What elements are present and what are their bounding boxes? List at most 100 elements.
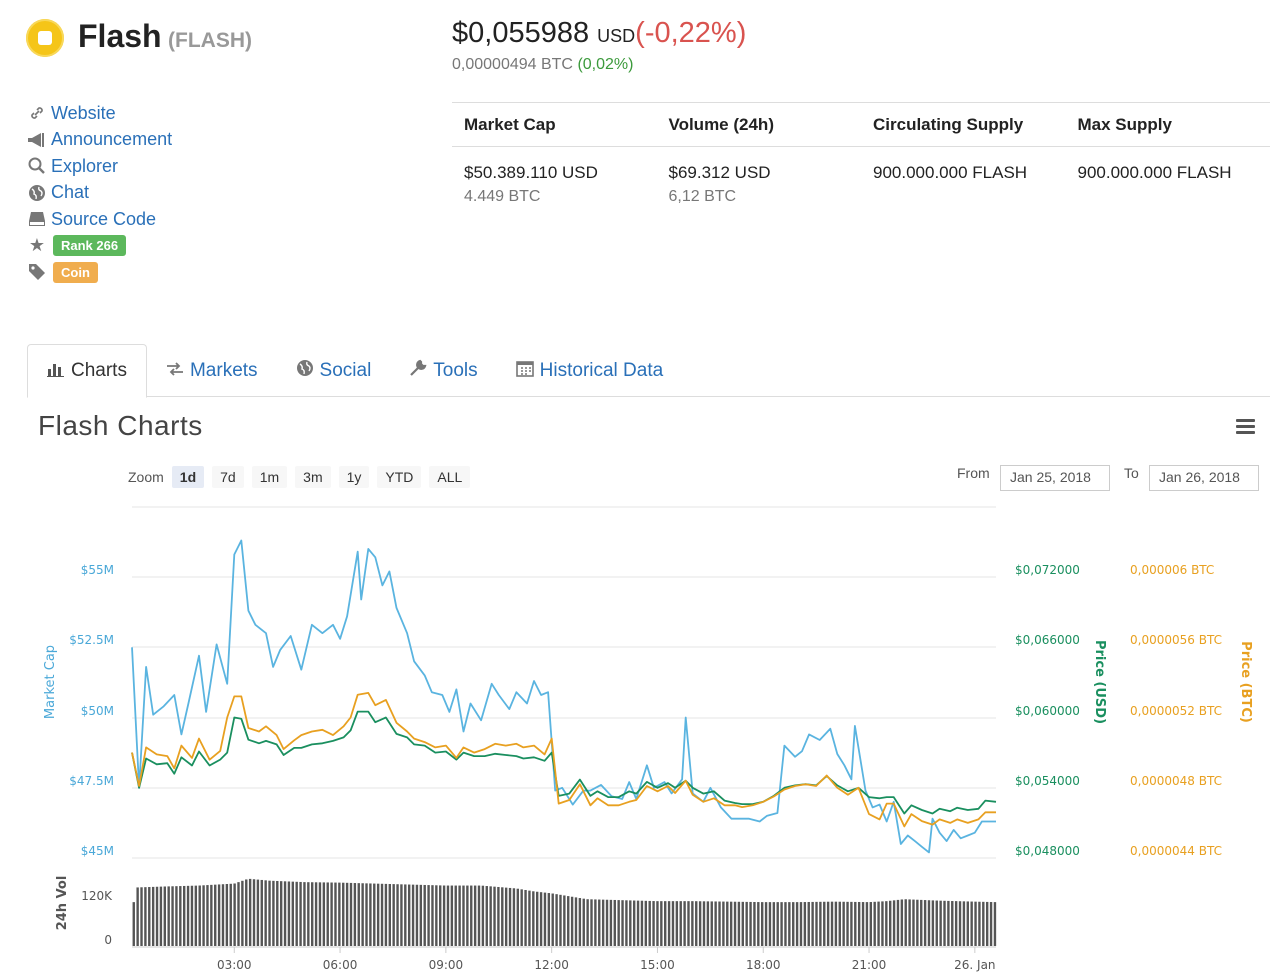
volume-bar <box>815 901 818 946</box>
market-cap-tick-label: $55M <box>81 563 114 577</box>
volume-bar <box>912 899 915 946</box>
volume-bar <box>683 901 686 946</box>
price-usd-tick-label: $0,060000 <box>1015 704 1080 718</box>
volume-bar <box>190 885 194 946</box>
volume-bar <box>322 882 326 946</box>
volume-bar <box>629 900 632 946</box>
volume-bar <box>877 901 880 946</box>
volume-bar <box>198 885 201 946</box>
explorer-label: Explorer <box>51 155 119 176</box>
volume-bar <box>299 881 302 946</box>
from-date-input[interactable]: Jan 25, 2018 <box>1000 465 1110 491</box>
website-link[interactable]: Website <box>26 100 172 127</box>
price-usd-unit: USD <box>597 26 636 46</box>
volume-bar <box>132 902 135 946</box>
volume-bar <box>559 894 562 946</box>
volume-bar <box>384 883 388 946</box>
volume-bar <box>714 901 717 946</box>
announcement-link[interactable]: Announcement <box>26 127 172 154</box>
stats-volume: $69.312 USD 6,12 BTC <box>657 161 862 209</box>
volume-bar <box>450 885 454 946</box>
volume-bar <box>617 900 620 946</box>
zoom-1m-button[interactable]: 1m <box>251 466 288 488</box>
zoom-1d-button[interactable]: 1d <box>171 466 205 488</box>
volume-bar <box>985 901 989 946</box>
price-btc-axis-label: Price (BTC) <box>1238 641 1253 723</box>
volume-bar <box>345 882 349 946</box>
explorer-link[interactable]: Explorer <box>26 153 172 180</box>
volume-bar <box>555 894 558 946</box>
volume-axis-ticks: 120K 0 <box>81 889 113 947</box>
volume-bar <box>943 900 946 946</box>
charts-title: Flash Charts <box>38 410 203 441</box>
market-cap-tick-label: $50M <box>81 704 114 718</box>
time-tick-label: 26. Jan <box>954 958 995 972</box>
volume-bar <box>136 887 139 946</box>
tab-historical-data[interactable]: Historical Data <box>497 344 683 397</box>
volume-bar <box>159 886 163 946</box>
chart-menu-icon[interactable] <box>1236 419 1255 437</box>
volume-bar <box>636 900 640 946</box>
volume-bar <box>768 902 772 946</box>
volume-bar <box>462 885 465 946</box>
price-usd-change: (-0,22%) <box>635 17 747 49</box>
volume-bar <box>920 899 923 946</box>
volume-bar <box>167 886 170 946</box>
tab-tools[interactable]: Tools <box>390 344 496 397</box>
volume-bar <box>407 884 411 946</box>
zoom-1y-button[interactable]: 1y <box>338 466 370 488</box>
volume-bar <box>795 902 799 946</box>
volume-bar <box>217 884 221 946</box>
volume-bar <box>539 892 543 946</box>
zoom-ytd-button[interactable]: YTD <box>377 466 422 488</box>
tab-markets-label: Markets <box>189 359 258 381</box>
volume-bar <box>625 900 628 946</box>
chart-lines <box>131 539 997 854</box>
volume-bar <box>342 882 345 946</box>
source-code-link[interactable]: Source Code <box>26 206 172 233</box>
link-icon <box>26 105 48 121</box>
zoom-7d-button[interactable]: 7d <box>212 466 244 488</box>
price-btc-tick-label: 0,0000048 BTC <box>1130 774 1222 788</box>
volume-bar <box>691 901 694 946</box>
volume-tick-label: 120K <box>81 889 113 903</box>
volume-bar <box>551 893 554 946</box>
stats-header-circulating-supply: Circulating Supply <box>873 114 1024 134</box>
volume-bar <box>477 885 481 946</box>
to-date-input[interactable]: Jan 26, 2018 <box>1149 465 1259 491</box>
time-axis-ticks: 03:00 06:00 09:00 12:00 15:00 18:00 21:00 26. J… <box>217 947 996 972</box>
volume-bar <box>826 901 830 946</box>
volume-bar <box>171 886 174 946</box>
wrench-icon <box>409 359 427 382</box>
volume-bar <box>497 886 500 946</box>
volume-bar <box>380 883 384 946</box>
volume-bar <box>504 887 508 946</box>
volume-bar <box>954 901 958 946</box>
zoom-all-button[interactable]: ALL <box>429 466 471 488</box>
volume-bar <box>916 899 919 946</box>
price-btc-tick-label: 0,0000056 BTC <box>1130 633 1222 647</box>
volume-bar <box>594 899 597 946</box>
chat-link[interactable]: Chat <box>26 180 172 207</box>
volume-bar <box>733 901 737 946</box>
tab-charts[interactable]: Charts <box>27 344 147 398</box>
price-usd-axis-ticks: $0,072000 $0,066000 $0,060000 $0,054000 $0,0… <box>1015 563 1080 858</box>
volume-bar <box>854 901 857 946</box>
volume-bar <box>392 884 395 946</box>
volume-bar <box>811 901 814 946</box>
volume-bar <box>729 901 733 946</box>
price-btc-tick-label: 0,000006 BTC <box>1130 563 1214 577</box>
stats-header-max-supply: Max Supply <box>1077 114 1172 134</box>
volume-bar <box>140 887 143 946</box>
volume-bar <box>520 889 523 946</box>
tag-row: Coin <box>26 259 172 286</box>
volume-bar <box>885 901 888 946</box>
tab-markets[interactable]: Markets <box>147 344 277 397</box>
volume-bar <box>264 880 267 946</box>
tab-social[interactable]: Social <box>277 344 391 397</box>
zoom-3m-button[interactable]: 3m <box>295 466 331 488</box>
volume-bar <box>935 900 938 946</box>
volume-bar <box>252 879 256 946</box>
volume-bar <box>256 879 260 946</box>
